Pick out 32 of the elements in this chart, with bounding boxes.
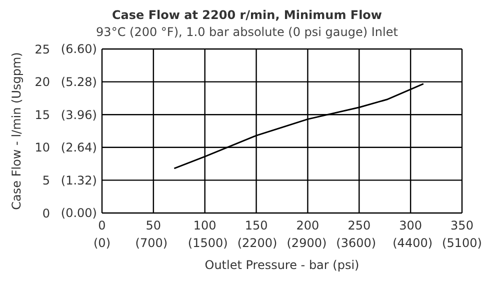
y-axis-title: Case Flow - l/min (Usgpm) [9, 52, 24, 210]
y2-tick-label: (0.00) [60, 206, 97, 220]
x-tick-label: 350 [450, 218, 474, 233]
chart-title: Case Flow at 2200 r/min, Minimum Flow [110, 8, 384, 22]
x2-tick-label: (3600) [336, 236, 376, 250]
x-axis-title: Outlet Pressure - bar (psi) [204, 258, 360, 272]
y-tick-label: 15 [34, 108, 50, 122]
x2-tick-label: (4400) [392, 236, 433, 250]
x2-tick-label: (5100) [442, 236, 482, 250]
chart-subtitle: 93°C (200 °F), 1.0 bar absolute (0 psi gauge) Inlet [95, 25, 399, 39]
x-tick-label: 50 [146, 218, 162, 233]
y2-tick-label: (3.96) [60, 108, 97, 122]
y-tick-label: 5 [42, 173, 50, 188]
y-tick-label: 20 [34, 75, 50, 90]
x-tick-label: 200 [296, 218, 320, 233]
y2-tick-label: (6.60) [60, 42, 97, 56]
y2-tick-label: (5.28) [60, 75, 97, 89]
x2-tick-label: (2900) [286, 236, 327, 250]
x-tick-label: 0 [98, 218, 106, 233]
y2-tick-label: (2.64) [60, 140, 97, 155]
x-tick-label: 150 [244, 218, 268, 233]
y2-tick-label: (1.32) [60, 173, 97, 188]
x-tick-label: 300 [399, 218, 422, 233]
x2-tick-label: (1500) [188, 236, 228, 250]
y-tick-label: 10 [34, 140, 50, 155]
x2-tick-label: (700) [135, 236, 168, 250]
x-tick-label: 250 [348, 218, 371, 233]
x2-tick-label: (2200) [237, 236, 278, 250]
x2-tick-label: (0) [94, 236, 110, 250]
y-tick-label: 0 [42, 206, 50, 220]
x-tick-label: 100 [193, 218, 216, 233]
y-tick-label: 25 [34, 42, 50, 56]
